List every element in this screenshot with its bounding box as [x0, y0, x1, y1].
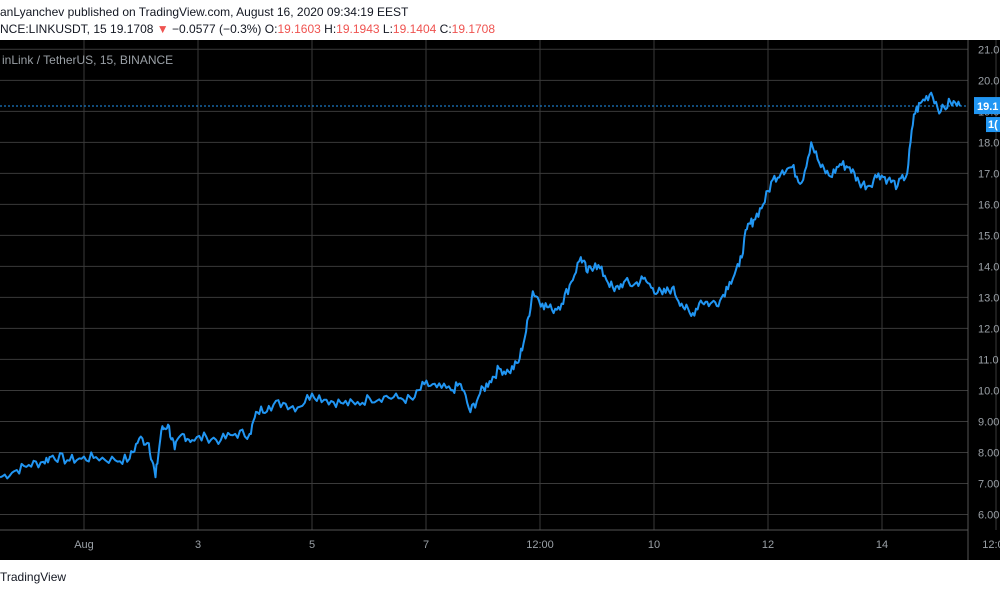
- publisher-name[interactable]: anLyanchev: [0, 5, 65, 19]
- x-tick-label: 12:00: [526, 539, 554, 551]
- price-tag-bg-secondary: [986, 117, 1000, 133]
- y-tick-label: 17.0: [978, 168, 999, 180]
- last-price: 19.1708: [110, 22, 154, 36]
- low-label: L:: [382, 22, 393, 36]
- y-tick-label: 10.0: [978, 385, 999, 397]
- published-text: published on TradingView.com, August 16,…: [67, 5, 409, 19]
- y-tick-label: 11.0: [978, 354, 999, 366]
- price-tag-bg: [974, 97, 1000, 115]
- high-label: H:: [324, 22, 337, 36]
- price-tag-label: 19.1: [977, 101, 998, 113]
- tradingview-brand[interactable]: TradingView: [0, 570, 67, 584]
- publish-line: anLyanchev published on TradingView.com,…: [0, 5, 408, 19]
- chart-area[interactable]: inLink / TetherUS, 15, BINANCE 21.0 20.0 1…: [0, 40, 1000, 560]
- close-value: 19.1708: [451, 22, 496, 36]
- y-tick-label: 14.0: [978, 261, 999, 273]
- price-change: −0.0577 (−0.3%): [172, 22, 262, 36]
- open-value: 19.1603: [277, 22, 321, 36]
- y-tick-label: 7.00: [978, 478, 999, 490]
- x-tick-label: Aug: [74, 539, 94, 551]
- grid: [0, 40, 997, 530]
- x-tick-label: 5: [309, 539, 315, 551]
- price-tag-label-secondary: 1(: [988, 119, 998, 131]
- high-value: 19.1943: [336, 22, 380, 36]
- x-tick-label: 3: [195, 539, 201, 551]
- price-series-line: [0, 91, 961, 480]
- low-value: 19.1404: [392, 22, 437, 36]
- x-tick-label: 12:00: [982, 539, 1000, 551]
- chart-header: anLyanchev published on TradingView.com,…: [0, 0, 1000, 40]
- y-tick-label: 15.0: [978, 230, 999, 242]
- symbol-label: NCE:LINKUSDT, 15: [0, 22, 107, 36]
- price-axis[interactable]: 21.020.019.018.017.016.015.014.013.012.0…: [978, 44, 999, 521]
- down-arrow-icon: ▼: [156, 22, 169, 36]
- y-tick-label: 6.00: [978, 509, 999, 521]
- price-tags: 19.1 1(: [974, 97, 1000, 133]
- y-tick-label: 12.0: [978, 323, 999, 335]
- x-tick-label: 10: [648, 539, 660, 551]
- open-label: O:: [264, 22, 278, 36]
- footer: TradingView: [0, 560, 1000, 596]
- x-tick-label: 12: [762, 539, 774, 551]
- y-tick-label: 9.00: [978, 416, 999, 428]
- close-label: C:: [439, 22, 452, 36]
- series-layer: [0, 91, 961, 480]
- x-tick-label: 14: [876, 539, 888, 551]
- y-tick-label: 8.00: [978, 447, 999, 459]
- x-tick-label: 7: [423, 539, 429, 551]
- y-tick-label: 18.0: [978, 137, 999, 149]
- chart-title: inLink / TetherUS, 15, BINANCE: [2, 53, 173, 67]
- y-tick-label: 13.0: [978, 292, 999, 304]
- price-chart[interactable]: inLink / TetherUS, 15, BINANCE 21.0 20.0 1…: [0, 40, 1000, 560]
- y-tick-label: 20.0: [978, 75, 999, 87]
- y-tick-label: 16.0: [978, 199, 999, 211]
- time-axis[interactable]: Aug 3 5 7 12:00 10 12 14 12:00: [74, 539, 1000, 551]
- y-tick-label: 21.0: [978, 44, 999, 56]
- symbol-line: NCE:LINKUSDT, 15 19.1708 ▼ −0.0577 (−0.3…: [0, 22, 495, 36]
